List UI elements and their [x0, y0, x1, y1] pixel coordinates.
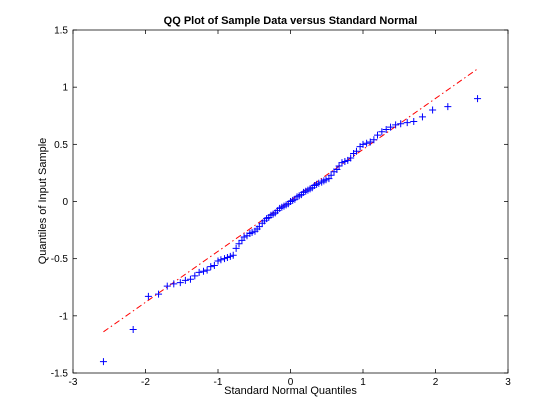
x-tick-label: -1 [214, 377, 223, 388]
data-point [235, 240, 243, 248]
x-tick-label: 1 [360, 377, 366, 388]
data-point [397, 120, 405, 128]
data-point [347, 154, 355, 162]
data-point [232, 244, 240, 252]
data-point [229, 251, 237, 259]
y-tick-label: 0.5 [54, 140, 68, 151]
chart-title: QQ Plot of Sample Data versus Standard N… [164, 15, 418, 27]
data-point [410, 117, 418, 125]
data-points-layer [99, 95, 482, 366]
data-point [474, 95, 482, 103]
data-point [170, 280, 178, 288]
data-point [359, 140, 367, 148]
data-point [191, 272, 199, 280]
data-point [315, 179, 323, 187]
data-point [429, 106, 437, 114]
data-point [214, 257, 222, 265]
y-tick-label: 1 [62, 83, 68, 94]
data-point [392, 121, 400, 129]
data-point [181, 276, 189, 284]
data-point [370, 136, 378, 144]
y-tick-label: -1 [59, 311, 68, 322]
data-point [176, 279, 184, 287]
data-point [338, 159, 346, 167]
data-point [129, 326, 137, 334]
data-point [255, 223, 263, 231]
data-point [341, 157, 349, 165]
data-point [322, 176, 330, 184]
y-tick-label: -1.5 [51, 369, 69, 380]
data-point [223, 254, 231, 262]
data-point [240, 233, 248, 241]
data-point [226, 252, 234, 260]
data-point [387, 123, 395, 131]
data-point [207, 263, 215, 271]
reference-line [103, 68, 478, 333]
data-point [221, 255, 229, 263]
reference-line-layer [103, 68, 478, 333]
data-point [382, 125, 390, 133]
data-point [195, 268, 203, 276]
data-point [217, 256, 225, 264]
data-point [418, 113, 426, 121]
x-tick-label: -2 [141, 377, 150, 388]
data-point [186, 275, 194, 283]
x-tick-label: 0 [288, 377, 294, 388]
y-tick-label: 1.5 [54, 26, 68, 37]
data-point [203, 266, 211, 274]
data-point [248, 228, 256, 236]
x-tick-label: 3 [505, 377, 511, 388]
data-point [374, 131, 381, 139]
data-point [200, 267, 207, 275]
data-point [366, 138, 374, 146]
data-point [144, 292, 152, 300]
data-point [352, 147, 360, 155]
data-point [363, 139, 371, 147]
data-point [378, 128, 386, 136]
x-tick-label: 2 [433, 377, 439, 388]
x-axis-label: Standard Normal Quantiles [224, 385, 357, 397]
data-point [163, 282, 171, 290]
data-point [155, 290, 163, 298]
data-point [444, 103, 452, 111]
data-point [327, 171, 335, 179]
y-tick-label: 0 [62, 197, 68, 208]
data-point [403, 119, 411, 127]
y-axis-label: Quantiles of Input Sample [37, 138, 49, 265]
y-tick-label: -0.5 [51, 254, 69, 265]
axes-layer: -3 -2 -1 0 1 2 3 -1.5 -1 -0.5 0 0.5 1 1.5 [51, 26, 511, 389]
x-tick-label: -3 [69, 377, 78, 388]
data-point [99, 358, 107, 366]
data-point [335, 162, 343, 170]
data-point [210, 262, 218, 270]
